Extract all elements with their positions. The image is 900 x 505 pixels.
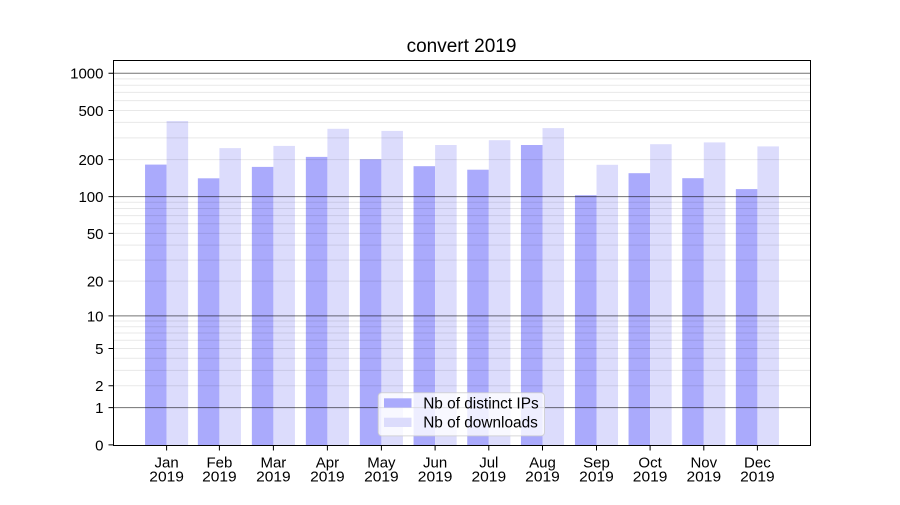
- svg-text:convert 2019: convert 2019: [407, 36, 517, 57]
- svg-text:200: 200: [78, 152, 103, 169]
- svg-text:2019: 2019: [418, 469, 453, 486]
- svg-text:2019: 2019: [364, 469, 399, 486]
- svg-text:Aug: Aug: [529, 454, 556, 471]
- svg-text:20: 20: [87, 274, 104, 291]
- svg-text:2019: 2019: [525, 469, 560, 486]
- svg-text:Oct: Oct: [638, 454, 662, 471]
- svg-text:2019: 2019: [149, 469, 184, 486]
- svg-text:2019: 2019: [633, 469, 668, 486]
- svg-text:2019: 2019: [472, 469, 507, 486]
- svg-text:2019: 2019: [687, 469, 722, 486]
- svg-text:Feb: Feb: [206, 454, 232, 471]
- svg-text:5: 5: [95, 341, 103, 358]
- svg-text:2019: 2019: [740, 469, 775, 486]
- svg-text:100: 100: [78, 189, 103, 206]
- svg-text:500: 500: [78, 103, 103, 120]
- svg-text:2019: 2019: [579, 469, 614, 486]
- svg-text:50: 50: [87, 226, 104, 243]
- svg-text:2019: 2019: [310, 469, 345, 486]
- svg-text:Apr: Apr: [316, 454, 339, 471]
- svg-text:Jan: Jan: [155, 454, 179, 471]
- svg-text:1: 1: [95, 400, 103, 417]
- svg-text:May: May: [367, 454, 396, 471]
- svg-text:Jul: Jul: [479, 454, 498, 471]
- svg-text:Nb of distinct IPs: Nb of distinct IPs: [423, 395, 539, 412]
- svg-text:Dec: Dec: [744, 454, 771, 471]
- svg-text:2: 2: [95, 378, 103, 395]
- svg-text:Mar: Mar: [260, 454, 286, 471]
- svg-text:10: 10: [87, 308, 104, 325]
- svg-text:Jun: Jun: [423, 454, 447, 471]
- svg-text:2019: 2019: [256, 469, 291, 486]
- svg-text:Nov: Nov: [690, 454, 717, 471]
- svg-text:Sep: Sep: [583, 454, 610, 471]
- svg-text:2019: 2019: [202, 469, 237, 486]
- svg-text:1000: 1000: [70, 66, 103, 83]
- svg-text:Nb of downloads: Nb of downloads: [423, 415, 538, 432]
- svg-text:0: 0: [95, 437, 103, 454]
